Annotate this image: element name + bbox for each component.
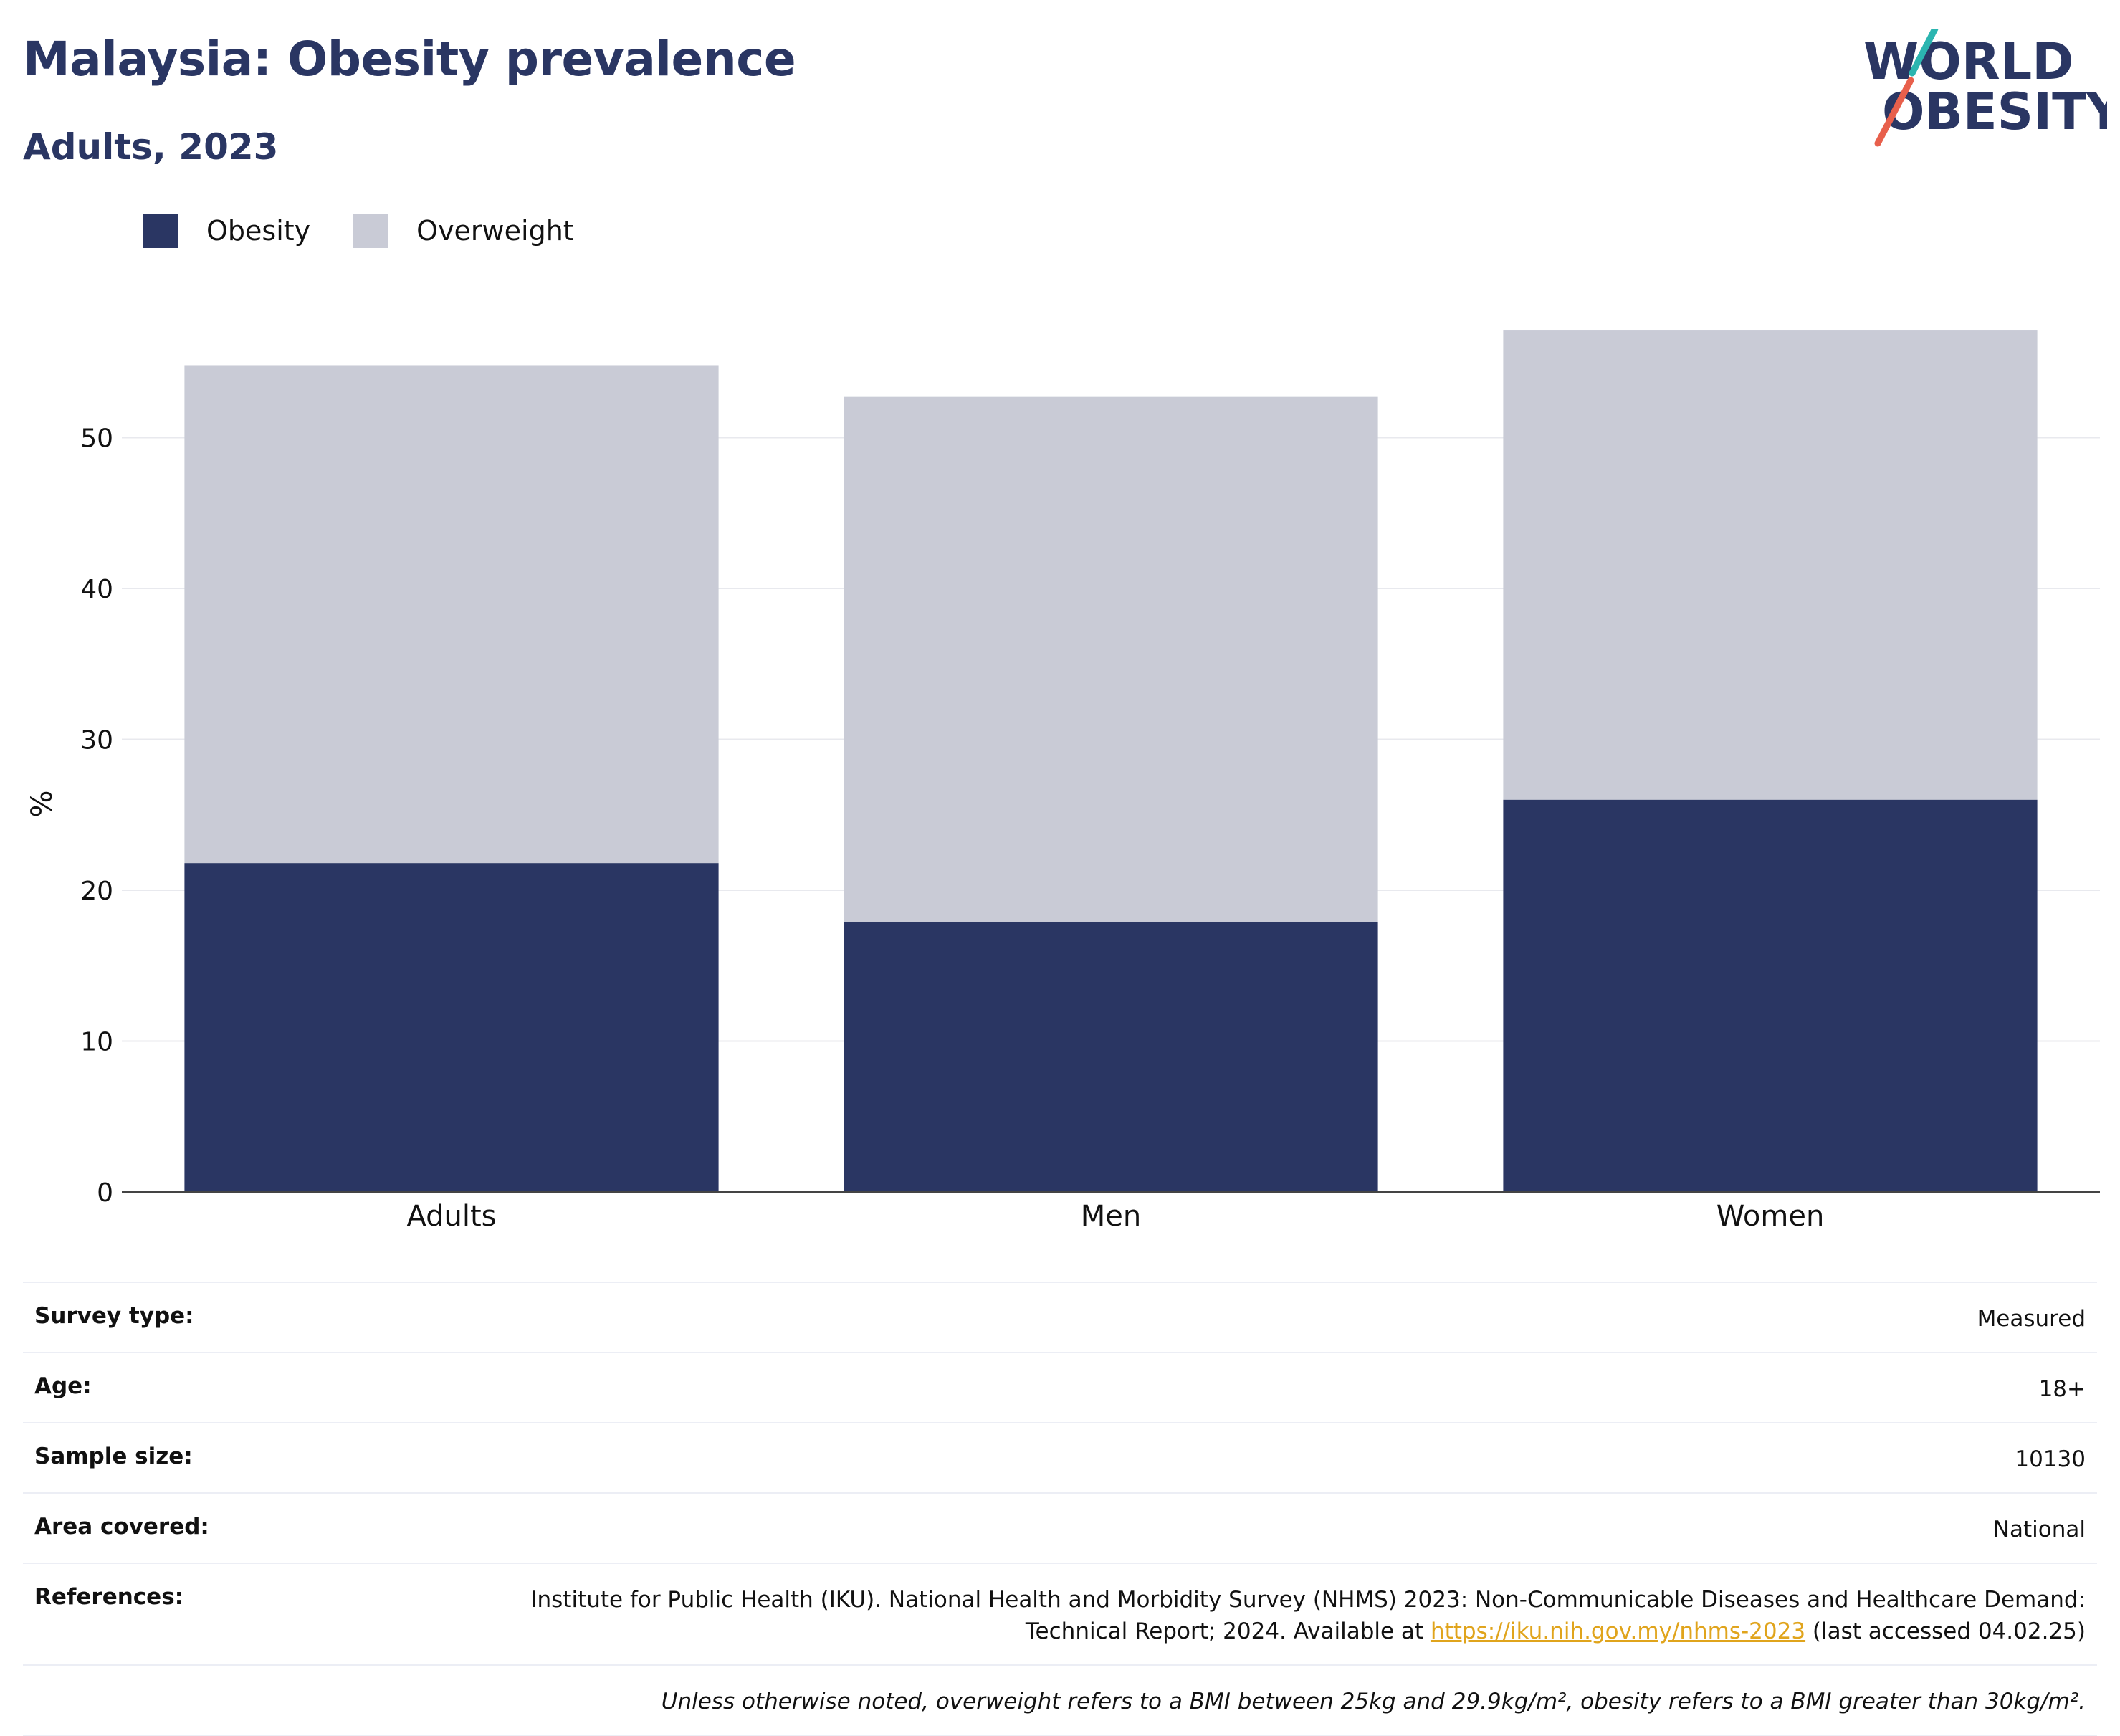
bar-obesity-adults <box>184 863 719 1192</box>
info-row-references: References: Institute for Public Health … <box>23 1563 2097 1664</box>
legend-label-obesity: Obesity <box>206 215 311 247</box>
y-tick-label-0: 0 <box>97 1178 113 1208</box>
survey-info-table: Survey type: Measured Age: 18+ Sample si… <box>23 1282 2097 1736</box>
bar-overweight-women <box>1503 330 2038 800</box>
logo-line-2: OBESITY <box>1882 82 2107 141</box>
info-label-survey-type: Survey type: <box>34 1303 194 1329</box>
bmi-definition-note: Unless otherwise noted, overweight refer… <box>661 1689 2086 1714</box>
legend: Obesity Overweight <box>143 214 617 248</box>
chart-title: Malaysia: Obesity prevalence <box>23 32 796 87</box>
info-row-sample-size: Sample size: 10130 <box>23 1422 2097 1492</box>
x-tick-label-men: Men <box>1081 1200 1141 1233</box>
info-label-area: Area covered: <box>34 1514 209 1540</box>
legend-swatch-obesity <box>143 214 178 248</box>
info-row-age: Age: 18+ <box>23 1352 2097 1422</box>
legend-item-overweight[interactable]: Overweight <box>353 214 574 248</box>
legend-item-obesity[interactable]: Obesity <box>143 214 310 248</box>
info-value-references: Institute for Public Health (IKU). Natio… <box>437 1584 2086 1647</box>
chart-subtitle: Adults, 2023 <box>23 126 279 168</box>
info-value-age: 18+ <box>2038 1376 2086 1402</box>
info-label-references: References: <box>34 1584 184 1610</box>
y-axis-label: % <box>26 790 59 817</box>
bar-overweight-men <box>844 396 1378 922</box>
legend-swatch-overweight <box>353 214 388 248</box>
references-link[interactable]: https://iku.nih.gov.my/nhms-2023 <box>1430 1618 1806 1644</box>
x-tick-label-adults: Adults <box>406 1200 496 1233</box>
info-row-area: Area covered: National <box>23 1492 2097 1563</box>
logo-line-1: WORLD <box>1863 32 2073 91</box>
info-value-survey-type: Measured <box>1977 1306 2086 1332</box>
bar-chart: 0 10 20 30 40 50% Adults Men Women <box>0 272 2120 1247</box>
info-value-area: National <box>1992 1517 2086 1542</box>
logo-slash-top <box>1909 25 1939 77</box>
bar-overweight-adults <box>184 365 719 864</box>
references-text: Institute for Public Health (IKU). Natio… <box>530 1587 2086 1644</box>
y-tick-label-20: 20 <box>80 877 113 906</box>
y-tick-label-10: 10 <box>80 1028 113 1057</box>
info-row-note: Unless otherwise noted, overweight refer… <box>23 1664 2097 1736</box>
world-obesity-logo: WORLD OBESITY <box>1863 25 2120 154</box>
info-value-sample-size: 10130 <box>2015 1446 2086 1472</box>
y-tick-label-30: 30 <box>80 726 113 755</box>
info-row-survey-type: Survey type: Measured <box>23 1282 2097 1352</box>
bar-obesity-men <box>844 922 1378 1192</box>
chart-svg: 0 10 20 30 40 50% Adults Men Women <box>26 330 2100 1233</box>
legend-label-overweight: Overweight <box>416 215 574 247</box>
references-accessed: (last accessed 04.02.25) <box>1805 1618 2086 1644</box>
bar-obesity-women <box>1503 799 2038 1192</box>
info-label-age: Age: <box>34 1373 92 1399</box>
info-label-sample-size: Sample size: <box>34 1444 193 1469</box>
y-tick-label-40: 40 <box>80 575 113 604</box>
logo-slash-bottom <box>1874 77 1914 147</box>
x-tick-label-women: Women <box>1716 1200 1825 1233</box>
y-tick-label-50: 50 <box>80 424 113 454</box>
